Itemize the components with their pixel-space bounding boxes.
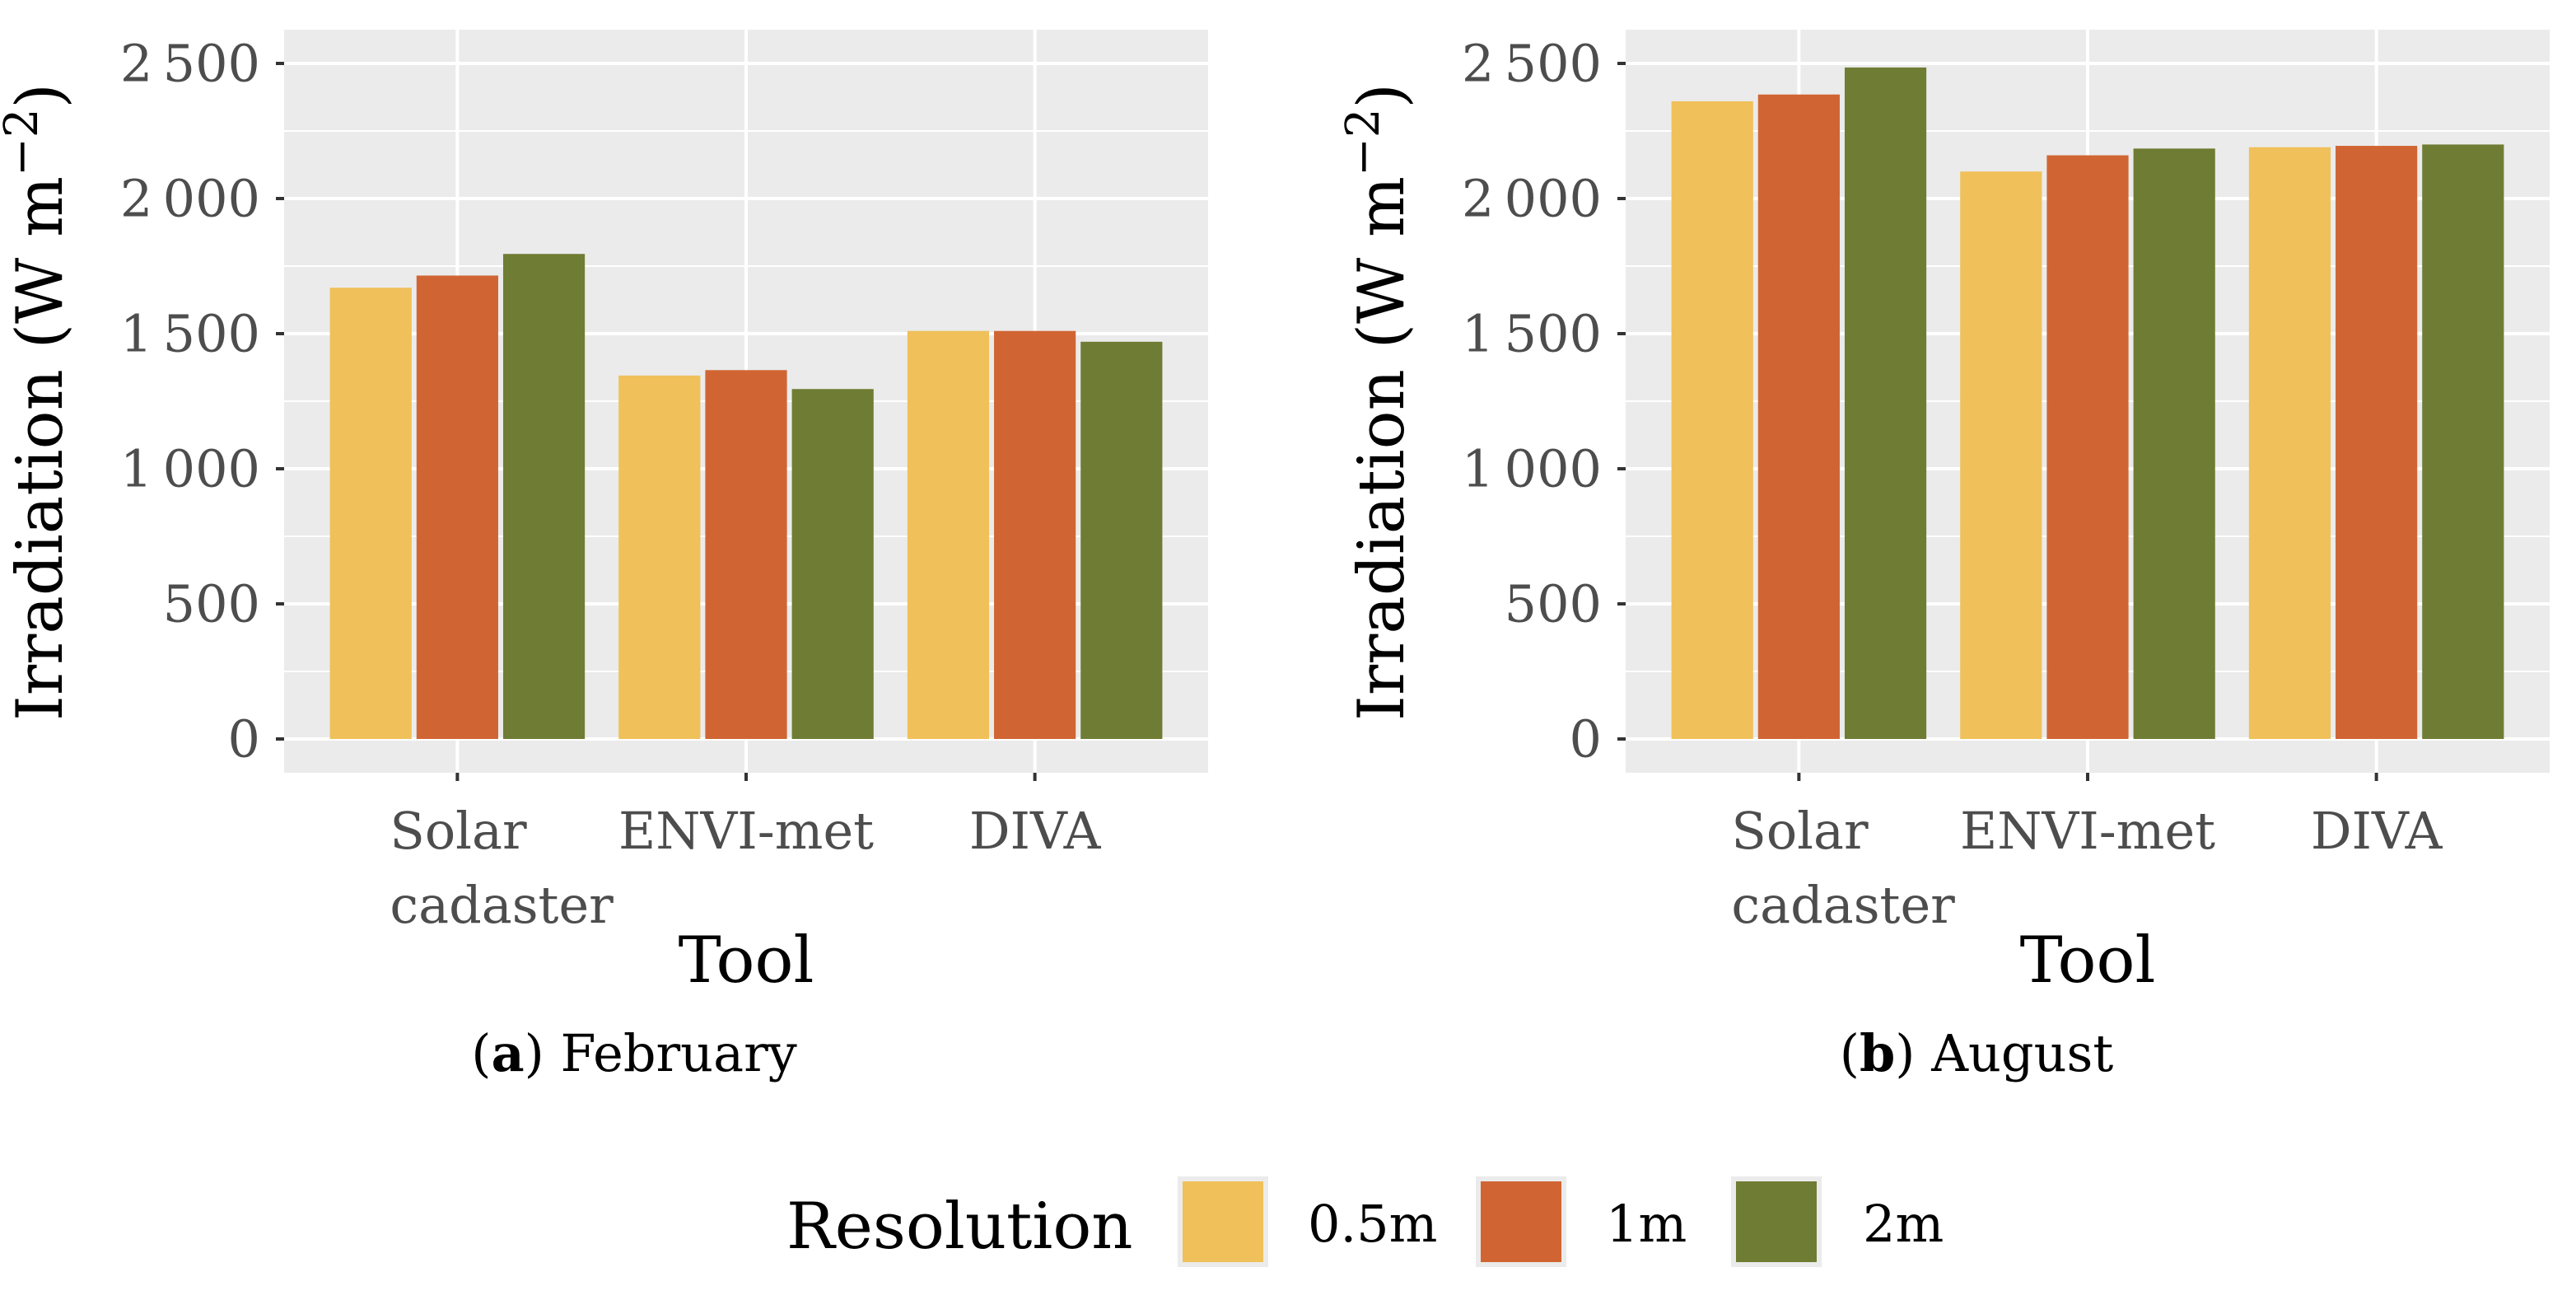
legend-title: Resolution <box>786 1190 1133 1264</box>
panel-a-y-ticks <box>276 62 284 741</box>
panel-b-ytick-label-2: 1 000 <box>1462 439 1602 499</box>
panel-b-category-label-0: Solar cadaster <box>1731 801 1955 935</box>
panel-a-bar-1-0.5m <box>618 375 701 739</box>
panel-a-bars <box>329 254 1163 740</box>
panel-b-bar-0-0.5m <box>1671 101 1753 740</box>
panel-b-ytick-label-4: 2 000 <box>1462 169 1602 229</box>
panel-b-bar-2-2m <box>2422 144 2504 739</box>
panel-b-category-label-1: ENVI-met <box>1960 801 2215 861</box>
panel-a-category-label-0-line-0: Solar <box>390 801 527 861</box>
panel-a-ytick-label-5: 2 500 <box>120 34 260 94</box>
legend: Resolution 0.5m 1m 2m <box>786 1176 1944 1267</box>
panel-b-bars <box>1671 67 2504 740</box>
panel-b-caption: (b) August <box>1840 1023 2114 1083</box>
legend-label-1m: 1m <box>1606 1194 1687 1254</box>
panel-a-bar-1-2m <box>791 389 874 739</box>
panel-a-category-label-2: DIVA <box>969 801 1102 861</box>
panel-b-x-axis-title: Tool <box>2020 924 2156 998</box>
panel-a-bar-1-1m <box>705 370 787 739</box>
panel-a-ytick-label-4: 2 000 <box>120 169 260 229</box>
panel-b-bar-0-1m <box>1757 94 1840 740</box>
panel-b-x-ticks <box>1797 773 2378 781</box>
panel-b-y-axis-title: Irradiation (W m−2) <box>1337 83 1419 721</box>
panel-a-caption-letter: a <box>491 1023 524 1083</box>
panel-a-y-axis-title-close: ) <box>3 83 77 108</box>
panel-a-category-label-0: Solar cadaster <box>390 801 614 935</box>
panel-a-bar-0-0.5m <box>329 288 412 739</box>
panel-a-x-axis-title: Tool <box>679 924 814 998</box>
panel-b-bar-1-2m <box>2133 148 2215 739</box>
panel-b-caption-letter: b <box>1860 1023 1895 1083</box>
panel-b-category-label-2: DIVA <box>2311 801 2443 861</box>
panel-a-category-label-0-line-1: cadaster <box>390 875 614 935</box>
panel-a-bar-2-1m <box>994 330 1076 739</box>
legend-label-0.5m: 0.5m <box>1308 1194 1437 1254</box>
legend-swatch-0.5m <box>1183 1181 1263 1262</box>
panel-b-ytick-label-5: 2 500 <box>1462 34 1602 94</box>
panel-b-y-ticks <box>1617 62 1626 741</box>
panel-a-category-label-1: ENVI-met <box>618 801 874 861</box>
panel-b-ytick-label-0: 0 <box>1570 709 1602 769</box>
panel-b-bar-2-0.5m <box>2248 147 2331 739</box>
panel-b-bar-1-1m <box>2046 155 2129 739</box>
panel-a-bar-2-0.5m <box>907 330 990 739</box>
legend-label-2m: 2m <box>1863 1194 1944 1254</box>
panel-b-bar-2-1m <box>2336 146 2418 740</box>
panel-a-bar-0-2m <box>502 254 586 739</box>
panel-a: 0 500 1 000 1 500 2 000 2 500 Solar cadas… <box>0 30 1208 1083</box>
panel-b-ytick-label-1: 500 <box>1505 574 1602 634</box>
panel-b-bar-1-0.5m <box>1960 171 2042 739</box>
panel-b-y-axis-title-close: ) <box>1345 83 1419 108</box>
panel-a-ytick-label-2: 1 000 <box>120 439 260 499</box>
panel-b-caption-text: August <box>1930 1023 2113 1083</box>
panel-a-y-axis-title: Irradiation (W m−2) <box>0 83 77 721</box>
panel-a-y-axis-title-sup: −2 <box>0 108 49 176</box>
panel-a-caption: (a) February <box>471 1023 797 1083</box>
panel-b: 0 500 1 000 1 500 2 000 2 500 Solar cadas… <box>1337 30 2550 1083</box>
panel-b-y-axis-title-sup: −2 <box>1337 108 1390 176</box>
panel-b-y-axis-title-main: Irradiation (W m <box>1345 176 1419 721</box>
panel-b-ytick-label-3: 1 500 <box>1462 304 1602 364</box>
panel-a-bar-0-1m <box>416 275 498 740</box>
panel-a-bar-2-2m <box>1080 341 1163 739</box>
panel-a-y-axis-title-main: Irradiation (W m <box>3 176 77 721</box>
panel-b-category-label-0-line-1: cadaster <box>1731 875 1955 935</box>
legend-swatch-2m <box>1736 1181 1817 1262</box>
panel-a-ytick-label-1: 500 <box>163 574 260 634</box>
panel-b-category-label-0-line-0: Solar <box>1731 801 1869 861</box>
panel-a-ytick-label-3: 1 500 <box>120 304 260 364</box>
panel-a-x-ticks <box>455 773 1037 781</box>
panel-b-bar-0-2m <box>1844 67 1927 740</box>
panel-a-caption-text: February <box>561 1023 797 1083</box>
legend-swatch-1m <box>1481 1181 1561 1262</box>
panel-a-ytick-label-0: 0 <box>228 709 260 769</box>
